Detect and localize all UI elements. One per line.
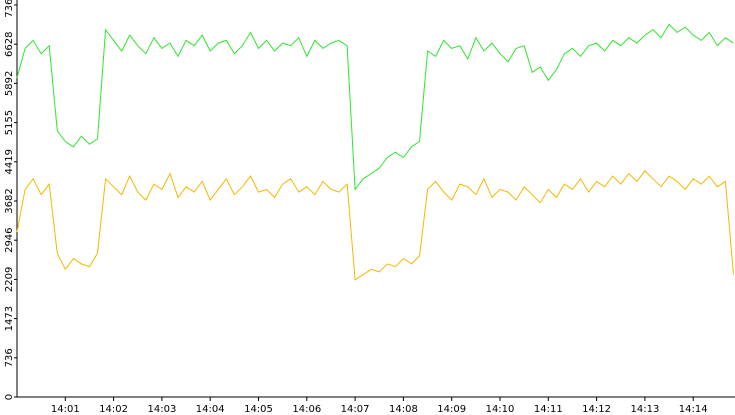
y-tick-label: 2209: [4, 267, 15, 292]
y-tick-label: 6628: [4, 32, 15, 57]
x-tick-label: 14:05: [244, 404, 273, 415]
y-tick-label: 5892: [4, 71, 15, 96]
x-tick-label: 14:01: [51, 404, 80, 415]
x-tick-label: 14:02: [99, 404, 128, 415]
x-tick-label: 14:12: [582, 404, 611, 415]
y-tick-label: 3682: [4, 188, 15, 213]
series-line: [16, 170, 734, 281]
y-tick-label: 2946: [4, 227, 15, 252]
x-tick-label: 14:14: [679, 404, 708, 415]
x-tick-label: 14:04: [196, 404, 225, 415]
x-tick-label: 14:03: [147, 404, 176, 415]
x-tick-label: 14:07: [341, 404, 370, 415]
y-tick-label: 5155: [4, 110, 15, 135]
x-tick-label: 14:11: [534, 404, 563, 415]
x-tick-label: 14:08: [389, 404, 418, 415]
x-tick-label: 14:10: [486, 404, 515, 415]
series-line: [16, 23, 734, 191]
x-tick-label: 14:13: [630, 404, 659, 415]
x-tick-label: 14:06: [292, 404, 321, 415]
x-tick-label: 14:09: [437, 404, 466, 415]
y-tick-label: 736: [4, 348, 15, 367]
y-tick-label: 4419: [4, 149, 15, 174]
y-tick-label: 7365: [4, 0, 15, 18]
y-tick-label: 0: [4, 394, 15, 400]
y-tick-label: 1473: [4, 306, 15, 331]
